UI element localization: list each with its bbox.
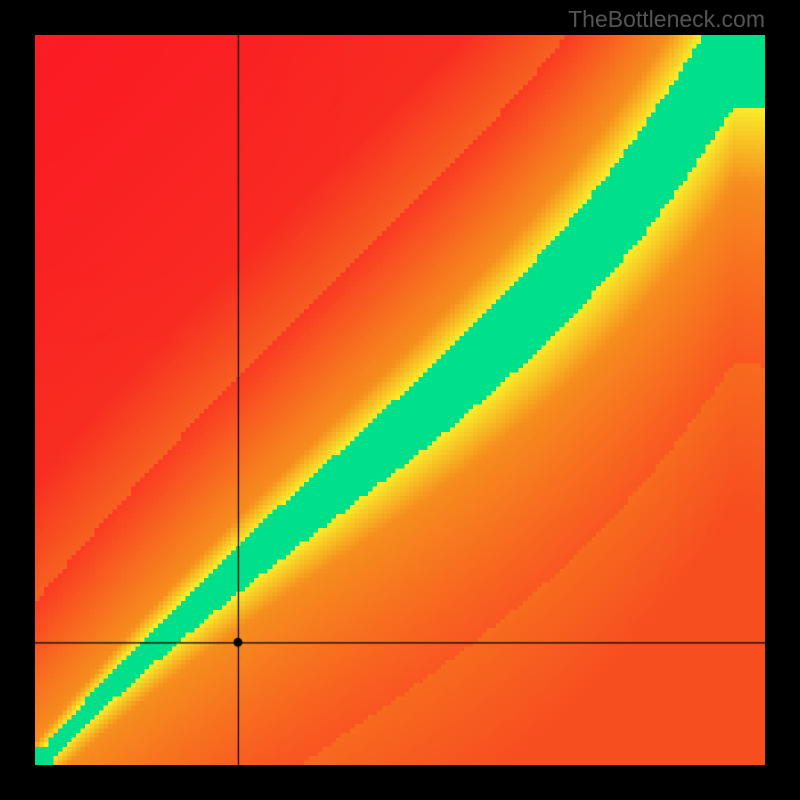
watermark-text: TheBottleneck.com [568,6,765,33]
root-container: TheBottleneck.com [0,0,800,800]
crosshair-overlay [35,35,765,765]
